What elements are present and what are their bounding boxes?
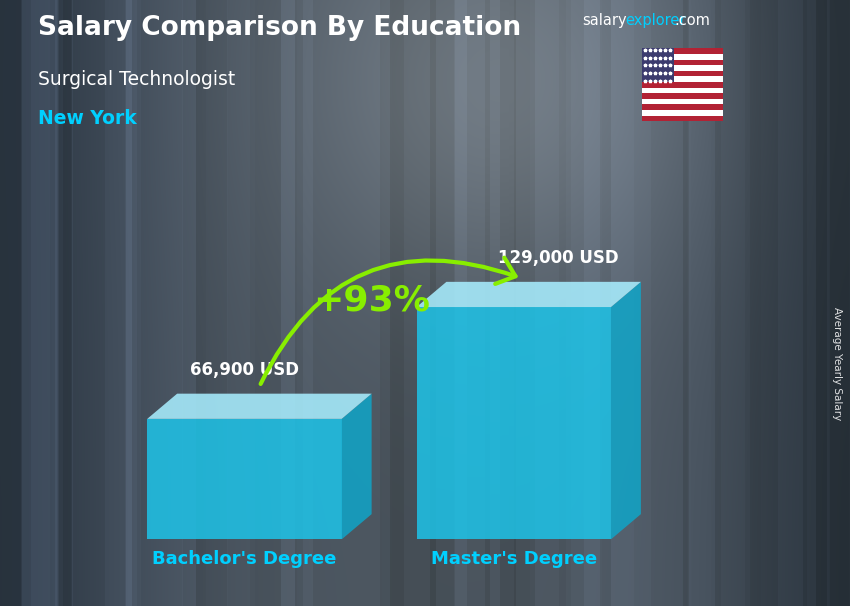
Bar [642, 93, 722, 99]
Text: explorer: explorer [625, 13, 685, 28]
Text: Average Yearly Salary: Average Yearly Salary [832, 307, 842, 420]
Bar [642, 110, 722, 116]
Polygon shape [416, 307, 611, 539]
FancyArrowPatch shape [261, 258, 516, 384]
Text: +93%: +93% [313, 283, 430, 317]
Bar [642, 76, 722, 82]
Bar [642, 116, 722, 121]
Text: salary: salary [582, 13, 626, 28]
Bar [642, 99, 722, 104]
Text: Surgical Technologist: Surgical Technologist [38, 70, 235, 88]
Text: .com: .com [674, 13, 710, 28]
Bar [642, 71, 722, 76]
Polygon shape [416, 282, 641, 307]
Bar [642, 88, 722, 93]
Text: New York: New York [38, 109, 137, 128]
Polygon shape [342, 394, 371, 539]
Bar [642, 65, 722, 71]
Bar [642, 104, 722, 110]
Bar [642, 59, 722, 65]
Bar [642, 48, 722, 54]
Text: Salary Comparison By Education: Salary Comparison By Education [38, 15, 521, 41]
Text: 66,900 USD: 66,900 USD [190, 361, 299, 379]
Polygon shape [611, 282, 641, 539]
Polygon shape [147, 394, 371, 419]
Bar [642, 82, 722, 88]
Bar [642, 54, 722, 59]
Polygon shape [147, 419, 342, 539]
Bar [642, 48, 674, 82]
Text: 129,000 USD: 129,000 USD [498, 250, 619, 267]
